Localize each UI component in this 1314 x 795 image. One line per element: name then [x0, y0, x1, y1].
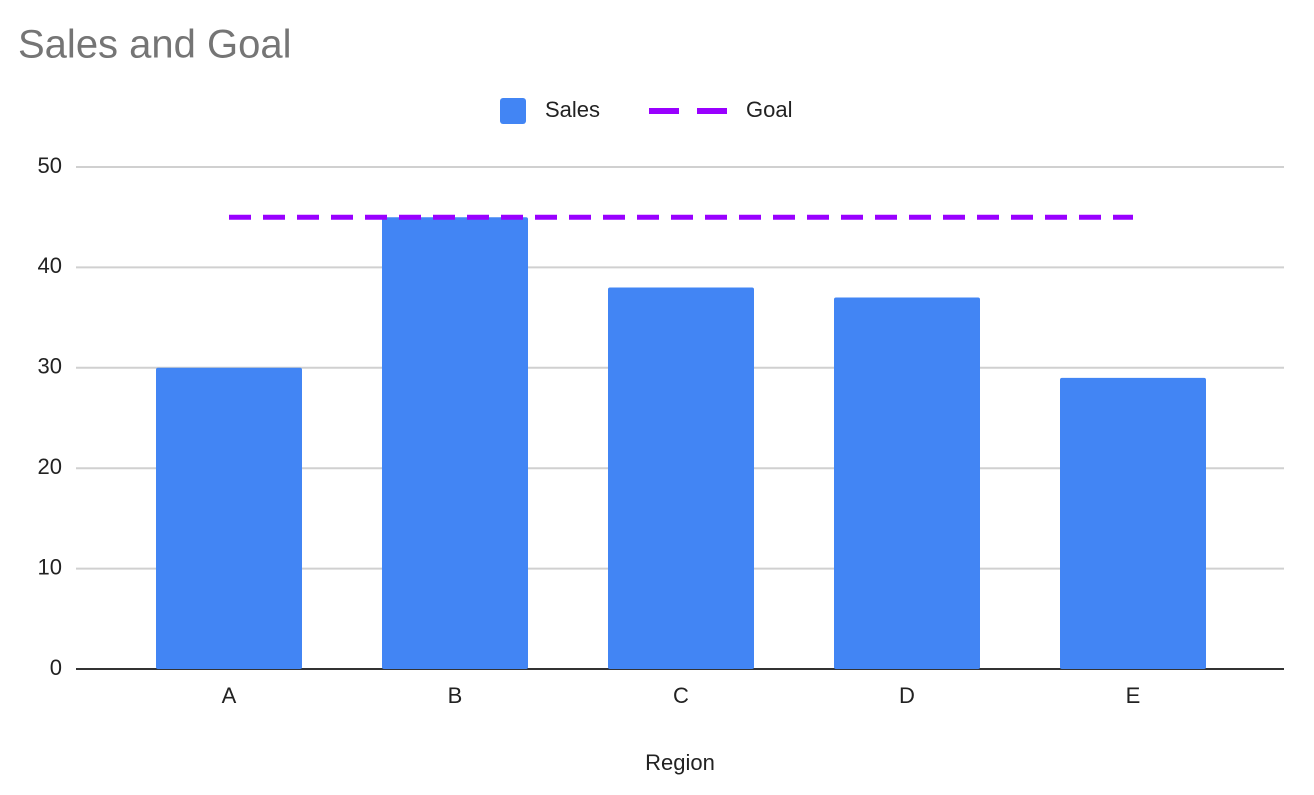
x-tick-label: B [448, 683, 463, 708]
bar [834, 297, 980, 669]
x-tick-label: C [673, 683, 689, 708]
legend-label: Goal [746, 97, 792, 122]
y-tick-label: 40 [38, 253, 62, 278]
bar [156, 367, 302, 669]
x-tick-label: D [899, 683, 915, 708]
legend-label: Sales [545, 97, 600, 122]
y-tick-label: 0 [50, 655, 62, 680]
bar [382, 217, 528, 669]
legend-swatch [500, 98, 526, 124]
bar [608, 287, 754, 669]
bar [1060, 377, 1206, 669]
y-tick-label: 50 [38, 153, 62, 178]
chart-title: Sales and Goal [18, 23, 292, 67]
y-tick-label: 30 [38, 354, 62, 379]
x-tick-label: E [1126, 683, 1141, 708]
x-tick-label: A [222, 683, 237, 708]
y-tick-label: 20 [38, 454, 62, 479]
y-tick-label: 10 [38, 554, 62, 579]
x-axis-label: Region [645, 750, 715, 775]
